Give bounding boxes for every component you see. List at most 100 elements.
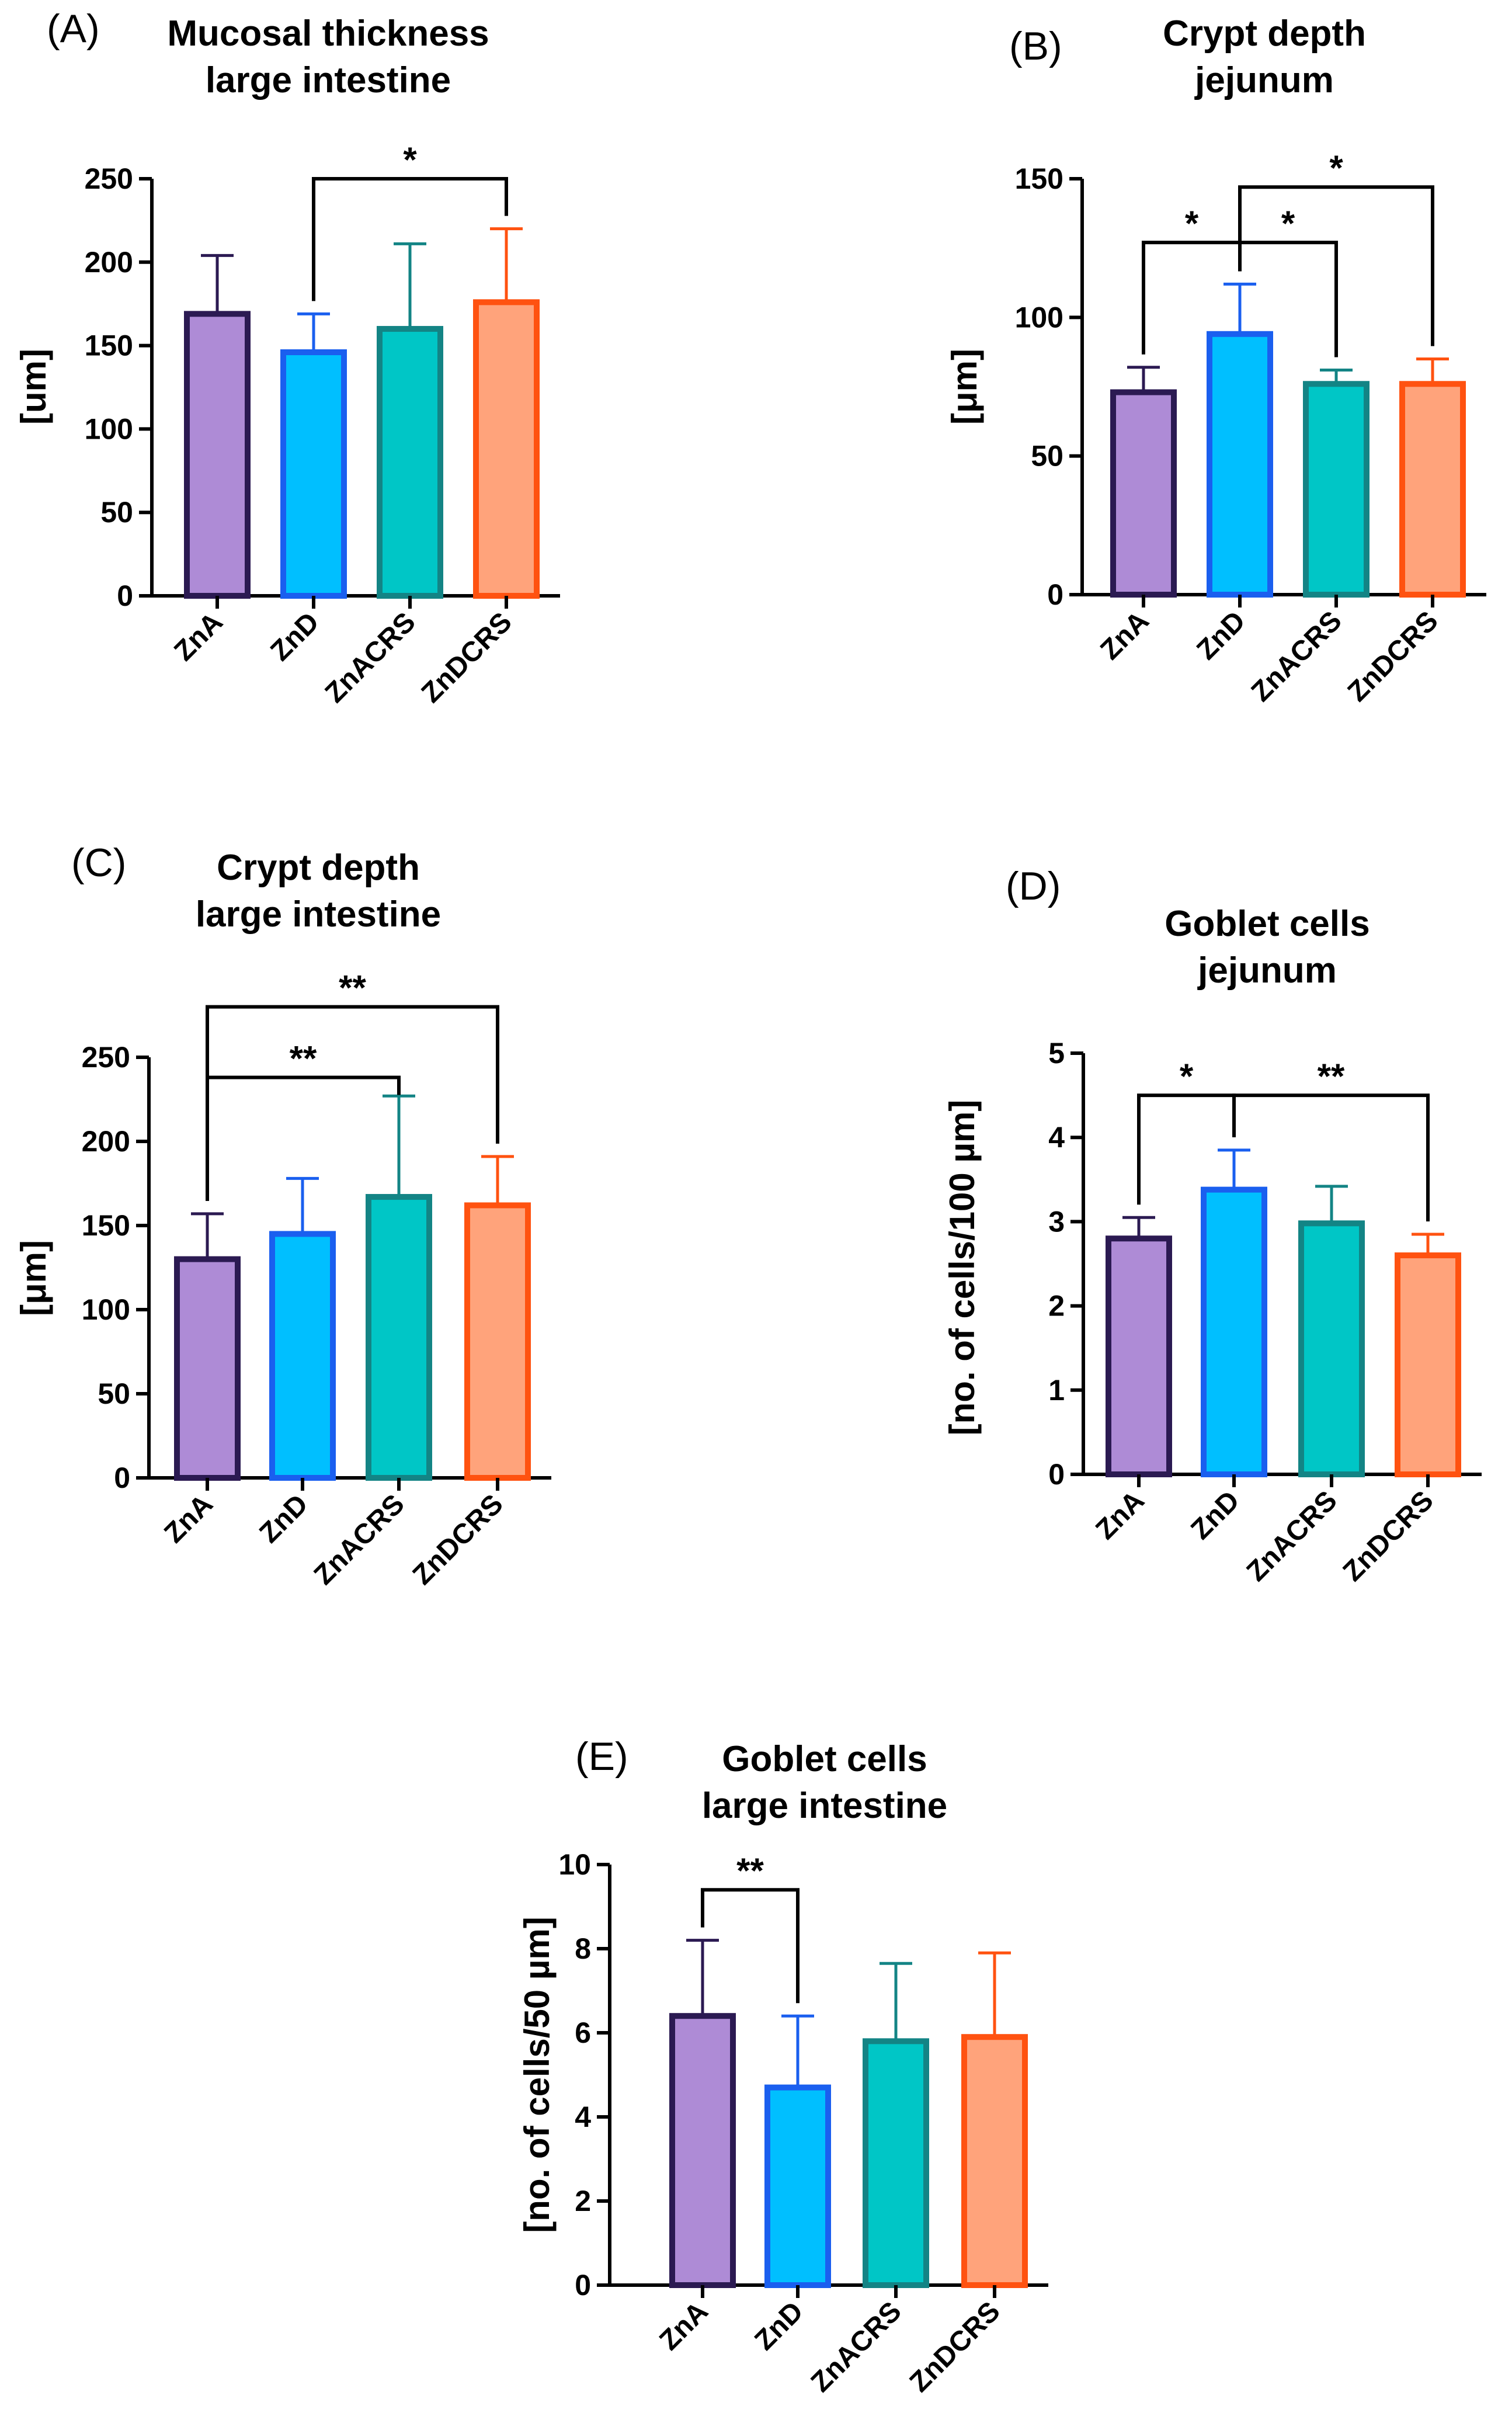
y-tick-label-c-1: 50 xyxy=(98,1377,130,1410)
bar-b-0 xyxy=(1110,389,1177,598)
bar-a-2 xyxy=(377,326,443,599)
category-label-a-2: ZnACRS xyxy=(319,606,422,709)
panel-label-c: (C) xyxy=(71,841,126,885)
significance-bracket-c-1 xyxy=(206,1005,499,1201)
category-label-e-3: ZnDCRS xyxy=(904,2296,1006,2398)
bar-c-0 xyxy=(174,1256,241,1481)
significance-label-b-2: * xyxy=(1329,148,1343,188)
bar-b-2 xyxy=(1303,381,1370,598)
panel-d: (D) Goblet cells jejunum [no. of cells/1… xyxy=(943,864,1482,1587)
bar-a-0 xyxy=(184,311,251,599)
category-label-c-1: ZnD xyxy=(253,1488,314,1549)
significance-label-c-1: ** xyxy=(339,968,366,1008)
y-tick-label-e-5: 10 xyxy=(558,1848,591,1881)
bar-e-1 xyxy=(764,2084,831,2289)
category-label-d-1: ZnD xyxy=(1185,1485,1245,1545)
chart-title-a-line2: large intestine xyxy=(206,60,451,100)
y-tick-label-c-0: 0 xyxy=(114,1462,130,1494)
y-tick-label-d-0: 0 xyxy=(1048,1458,1065,1491)
y-tick-label-c-4: 200 xyxy=(82,1125,130,1158)
y-tick-label-d-1: 1 xyxy=(1048,1374,1065,1407)
bar-e-2 xyxy=(863,2038,929,2288)
panel-label-b: (B) xyxy=(1009,24,1062,68)
y-axis-label-b: [μm] xyxy=(945,349,984,425)
category-label-b-3: ZnDCRS xyxy=(1342,605,1444,707)
y-axis-label-d: [no. of cells/100 µm] xyxy=(943,1100,982,1436)
y-tick-label-e-4: 8 xyxy=(575,1932,591,1965)
category-label-c-3: ZnDCRS xyxy=(407,1488,509,1591)
y-tick-label-c-5: 250 xyxy=(82,1041,130,1074)
significance-label-d-0: * xyxy=(1180,1057,1194,1096)
bar-b-1 xyxy=(1207,331,1273,598)
significance-bracket-a-0 xyxy=(312,177,508,301)
bar-d-0 xyxy=(1106,1235,1172,1477)
category-label-e-2: ZnACRS xyxy=(805,2296,908,2398)
category-label-e-0: ZnA xyxy=(654,2296,714,2356)
panel-e: (E) Goblet cells large intestine [no. of… xyxy=(517,1734,1048,2398)
y-tick-label-a-3: 150 xyxy=(85,329,133,362)
y-tick-label-c-2: 100 xyxy=(82,1293,130,1326)
y-tick-label-a-4: 200 xyxy=(85,246,133,279)
y-tick-label-c-3: 150 xyxy=(82,1209,130,1242)
significance-bracket-e-0 xyxy=(701,1888,800,2004)
bar-e-3 xyxy=(961,2034,1028,2288)
category-label-b-0: ZnA xyxy=(1094,605,1155,665)
bar-c-3 xyxy=(464,1202,531,1481)
significance-label-b-1: * xyxy=(1281,204,1295,243)
chart-title-e-line1: Goblet cells xyxy=(722,1739,927,1779)
y-tick-label-a-5: 250 xyxy=(85,162,133,195)
category-label-d-2: ZnACRS xyxy=(1241,1485,1343,1587)
chart-title-b-line1: Crypt depth xyxy=(1163,13,1366,54)
y-tick-label-b-1: 50 xyxy=(1031,440,1063,473)
bar-b-3 xyxy=(1399,381,1466,598)
y-tick-label-d-2: 2 xyxy=(1048,1290,1065,1322)
category-label-a-0: ZnA xyxy=(168,606,228,666)
y-tick-label-a-0: 0 xyxy=(117,579,133,612)
bar-d-1 xyxy=(1201,1186,1267,1477)
significance-label-c-0: ** xyxy=(290,1039,317,1078)
category-label-b-1: ZnD xyxy=(1191,605,1251,665)
y-tick-label-a-1: 50 xyxy=(100,496,133,529)
chart-title-d-line1: Goblet cells xyxy=(1165,904,1370,944)
bar-c-1 xyxy=(269,1231,336,1481)
y-axis-label-c: [μm] xyxy=(14,1240,53,1316)
y-tick-label-e-2: 4 xyxy=(575,2101,591,2133)
y-tick-label-e-1: 2 xyxy=(575,2185,591,2217)
significance-label-e-0: ** xyxy=(736,1851,764,1890)
y-tick-label-d-5: 5 xyxy=(1048,1037,1065,1070)
category-label-d-0: ZnA xyxy=(1090,1485,1150,1545)
y-tick-label-b-0: 0 xyxy=(1047,578,1063,611)
y-tick-label-d-3: 3 xyxy=(1048,1205,1065,1238)
y-tick-label-b-2: 100 xyxy=(1015,301,1063,334)
category-label-c-0: ZnA xyxy=(158,1488,218,1549)
panel-label-a: (A) xyxy=(47,6,100,51)
panel-a: (A) Mucosal thickness large intestine [u… xyxy=(14,6,560,709)
y-tick-label-b-3: 150 xyxy=(1015,162,1063,195)
chart-title-c-line1: Crypt depth xyxy=(217,848,420,888)
significance-label-d-1: ** xyxy=(1318,1057,1345,1096)
category-label-c-2: ZnACRS xyxy=(308,1488,411,1591)
y-axis-label-e: [no. of cells/50 µm] xyxy=(517,1917,557,2233)
y-tick-label-d-4: 4 xyxy=(1048,1121,1065,1154)
chart-title-d-line2: jejunum xyxy=(1197,950,1337,991)
significance-bracket-d-1 xyxy=(1232,1094,1430,1222)
significance-label-b-0: * xyxy=(1185,204,1199,243)
chart-title-b-line2: jejunum xyxy=(1194,60,1334,100)
panel-b: (B) Crypt depth jejunum [μm] 0 50 100 150 Zn… xyxy=(945,13,1486,707)
bar-d-2 xyxy=(1298,1220,1365,1477)
chart-title-a-line1: Mucosal thickness xyxy=(167,13,489,54)
bar-a-1 xyxy=(280,349,347,599)
significance-label-a-0: * xyxy=(403,140,417,179)
category-label-a-3: ZnDCRS xyxy=(416,606,518,709)
y-axis-label-a: [um] xyxy=(14,349,53,425)
panel-label-d: (D) xyxy=(1006,864,1061,908)
bar-e-0 xyxy=(669,2013,736,2288)
category-label-d-3: ZnDCRS xyxy=(1337,1485,1440,1587)
chart-title-c-line2: large intestine xyxy=(196,894,441,935)
bar-a-3 xyxy=(473,299,540,599)
